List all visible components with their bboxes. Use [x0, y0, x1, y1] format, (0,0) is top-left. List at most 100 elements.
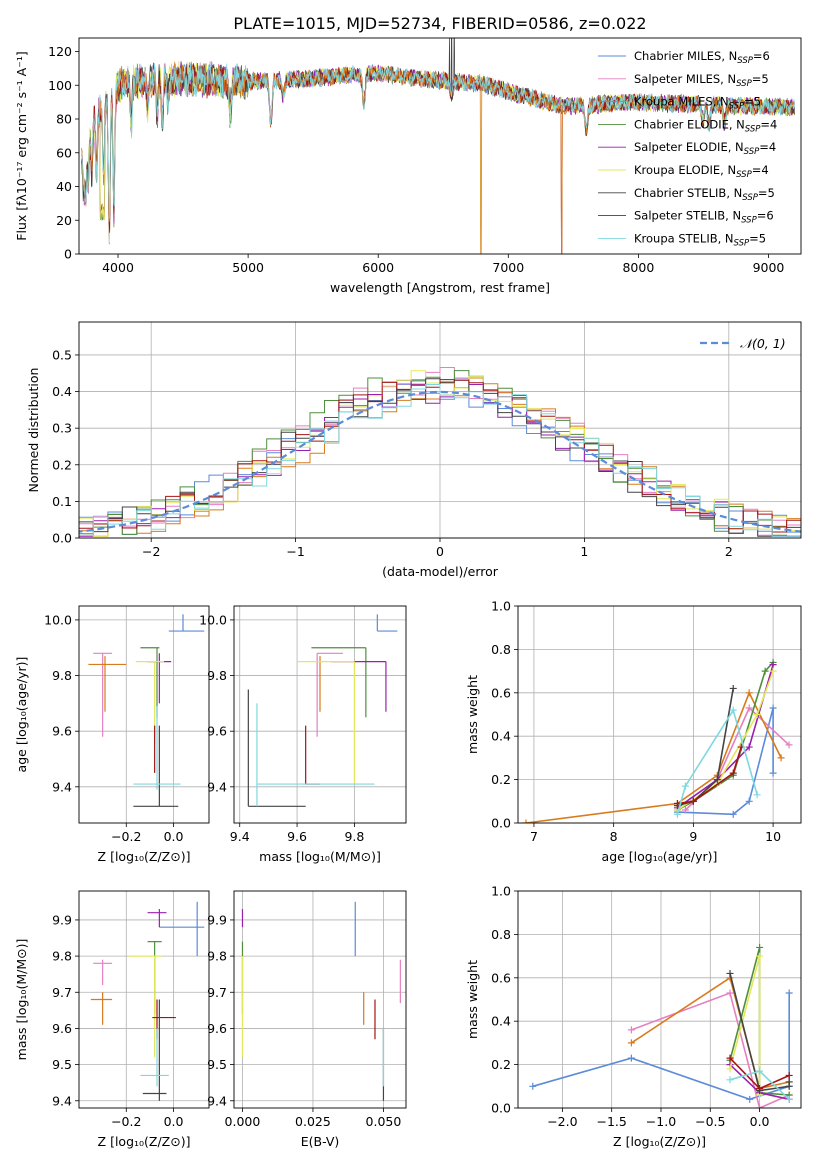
x-tick-label: −0.2 — [111, 1114, 141, 1129]
errorbar-point — [133, 725, 179, 807]
y-tick-label: 0.8 — [491, 642, 511, 657]
legend-entry: Chabrier ELODIE, NSSP=4 — [634, 117, 777, 134]
legend-entry: Chabrier STELIB, NSSP=5 — [634, 186, 775, 203]
errorbar-point — [297, 661, 355, 785]
x-tick-label: 8000 — [622, 260, 654, 275]
errorbar-point — [142, 999, 167, 1101]
x-tick-label: 0.0 — [750, 1114, 770, 1129]
y-tick-label: 0.0 — [491, 1101, 511, 1116]
weight-marker — [785, 1071, 793, 1079]
legend-entry: Kroupa MILES, NSSP=5 — [634, 95, 761, 112]
y-tick-label: 0.4 — [52, 384, 72, 399]
x-tick-label: 9000 — [753, 260, 785, 275]
plot-area — [88, 614, 205, 807]
chart-mass_vs_ebv: 0.000 0.025 0.050 9.4 9.5 9.6 9.7 9.8 9.9 E(B-V) — [207, 890, 407, 1149]
errorbar-point — [90, 992, 113, 1025]
y-tick-label: 9.7 — [52, 985, 72, 1000]
weight-marker — [753, 711, 761, 718]
weight-marker — [756, 1084, 764, 1092]
y-tick-label: 9.8 — [52, 668, 72, 683]
axes: −2.0 −1.5 −1.0 −0.5 0.0 0.0 0.2 0.4 0.6 0.8 1.0 Z [… — [465, 884, 802, 1149]
y-tick-label: 9.9 — [52, 912, 72, 927]
y-tick-label: 9.8 — [52, 949, 72, 964]
axes: 0.000 0.025 0.050 9.4 9.5 9.6 9.7 9.8 9.9 E(B-V) — [207, 890, 407, 1149]
weight-marker — [746, 1095, 754, 1103]
y-tick-label: 0.3 — [52, 421, 72, 436]
errorbar-point — [159, 901, 205, 957]
y-tick-label: 9.7 — [207, 985, 227, 1000]
y-axis-label: mass weight — [465, 960, 480, 1039]
normal-curve — [79, 390, 801, 533]
x-axis-label: age [log₁₀(age/yr)] — [602, 849, 718, 864]
x-tick-label: 6000 — [362, 260, 394, 275]
weight-marker — [785, 1078, 793, 1086]
weight-marker — [745, 689, 753, 697]
weight-marker — [713, 776, 721, 784]
axes-frame — [233, 605, 407, 824]
y-tick-label: 0.4 — [491, 1014, 511, 1029]
x-axis-label: Z [log₁₀(Z/Z⊙)] — [98, 849, 191, 864]
y-axis-label: mass [log₁₀(M/M⊙)] — [14, 939, 29, 1061]
errorbar-point — [93, 652, 113, 737]
axes-frame — [517, 890, 802, 1109]
y-tick-label: 9.6 — [52, 1021, 72, 1036]
weight-marker — [769, 704, 777, 712]
x-tick-label: 7 — [530, 829, 538, 844]
weight-marker — [756, 952, 764, 960]
x-axis-label: (data-model)/error — [382, 564, 499, 579]
errorbar-point — [133, 706, 181, 790]
legend-entry: Salpeter ELODIE, NSSP=4 — [634, 140, 776, 157]
weight-marker — [745, 797, 753, 805]
x-tick-label: 1 — [580, 544, 588, 559]
x-tick-label: 0.050 — [366, 1114, 402, 1129]
y-tick-label: 1.0 — [491, 884, 511, 899]
axes: 4000 5000 6000 7000 8000 9000 0 20 40 60 80 100 120 w… — [14, 37, 802, 295]
axes: 7 8 9 10 0.0 0.2 0.4 0.6 0.8 1.0 age [log₁₀(age/yr… — [465, 599, 802, 864]
chart-mass_weight_vs_Z: −2.0 −1.5 −1.0 −0.5 0.0 0.0 0.2 0.4 0.6 0.8 1.0 Z [… — [465, 884, 802, 1149]
weight-marker — [529, 1082, 537, 1090]
x-tick-label: 0 — [436, 544, 444, 559]
weight-marker — [726, 989, 734, 997]
errorbar-point — [316, 652, 343, 737]
y-tick-label: 0.2 — [52, 457, 72, 472]
x-tick-label: 7000 — [492, 260, 524, 275]
errorbar-point — [140, 647, 160, 718]
y-tick-label: 120 — [48, 44, 72, 59]
plot-area — [522, 658, 793, 823]
weight-marker — [729, 769, 737, 777]
y-tick-label: 9.9 — [207, 912, 227, 927]
legend: Chabrier MILES, NSSP=6 Salpeter MILES, NS… — [598, 49, 777, 248]
y-tick-label: 80 — [56, 112, 72, 127]
y-tick-label: 1.0 — [491, 599, 511, 614]
figure-title: PLATE=1015, MJD=52734, FIBERID=0586, z=0… — [233, 14, 646, 33]
legend-entry: Chabrier MILES, NSSP=6 — [634, 49, 770, 66]
plot-area — [247, 614, 398, 807]
weight-marker — [785, 989, 793, 997]
y-tick-label: 9.8 — [207, 668, 227, 683]
x-tick-label: 0.0 — [164, 829, 184, 844]
errorbar-point — [311, 647, 367, 718]
y-tick-label: 9.6 — [52, 724, 72, 739]
x-axis-label: E(B-V) — [301, 1134, 340, 1149]
y-tick-label: 0.4 — [491, 729, 511, 744]
y-axis-label: age [log₁₀(age/yr)] — [14, 657, 29, 773]
weight-marker — [522, 819, 530, 823]
chart-mass_weight_vs_age: 7 8 9 10 0.0 0.2 0.4 0.6 0.8 1.0 age [log₁₀(age/yr… — [465, 599, 802, 864]
legend: 𝒩(0, 1) — [700, 336, 786, 351]
x-tick-label: 2 — [725, 544, 733, 559]
axes: 9.4 9.6 9.8 9.4 9.6 9.8 10.0 mass [log₁₀(M/M⊙)] — [199, 605, 407, 864]
axes-frame — [233, 890, 407, 1109]
chart-residuals: −2 −1 0 1 2 0.0 0.1 0.2 0.3 0.4 0.5 (data-model)/er… — [26, 321, 802, 579]
y-axis-label: mass weight — [465, 675, 480, 754]
x-tick-label: −0.2 — [111, 829, 141, 844]
y-tick-label: 60 — [56, 145, 72, 160]
weight-line — [677, 688, 734, 807]
x-tick-label: 9.6 — [287, 829, 307, 844]
x-axis-label: wavelength [Angstrom, rest frame] — [330, 280, 550, 295]
x-tick-label: 9 — [689, 829, 697, 844]
axes-frame — [78, 37, 802, 255]
spectrum-line — [81, 63, 795, 219]
histogram-step — [79, 384, 801, 537]
errorbar-point — [147, 909, 167, 928]
weight-marker — [761, 667, 769, 675]
